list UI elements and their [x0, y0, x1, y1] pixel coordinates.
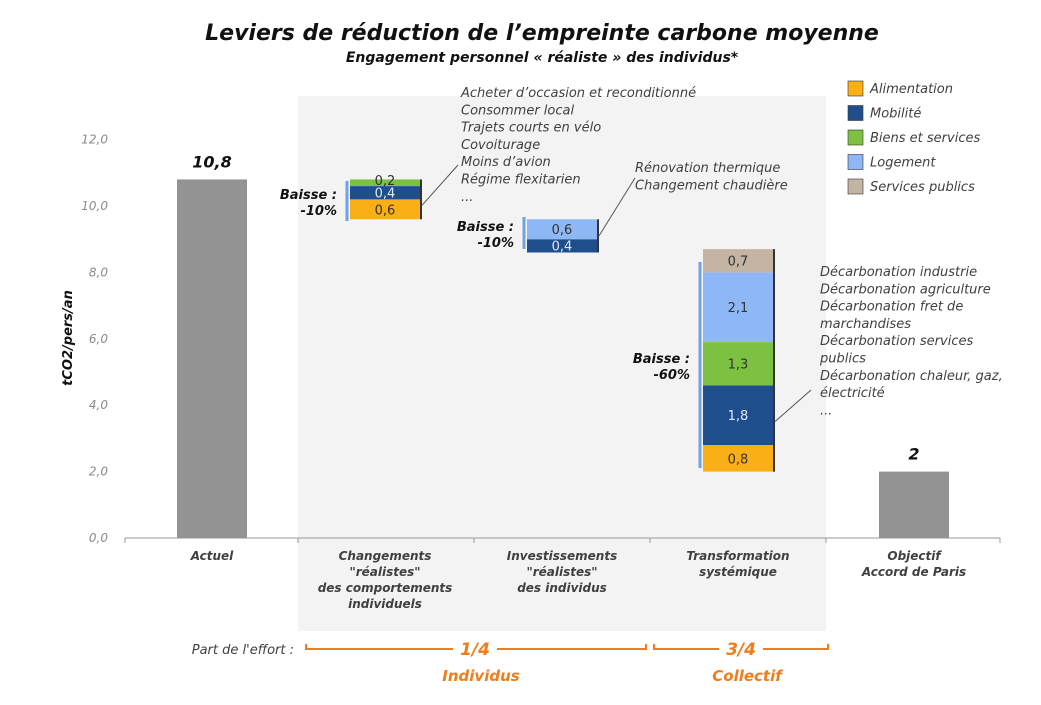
annotation-text: Décarbonation fret de [820, 300, 963, 315]
annotation-text: électricité [820, 386, 885, 401]
legend-swatch [847, 154, 864, 170]
y-tick-label: 10,0 [81, 199, 108, 213]
category-label: Investissements [507, 549, 617, 563]
legend-swatch [847, 105, 864, 121]
category-label: individuels [348, 597, 422, 611]
annotation-leader-line [774, 389, 812, 422]
segment-mobilité [350, 186, 420, 200]
category-label: "réalistes" [349, 565, 420, 579]
segment-mobilité [703, 385, 773, 446]
segment-value-label: 0,6 [552, 223, 573, 238]
baisse-label: Baisse : [457, 220, 514, 235]
segment-mobilité [527, 239, 597, 253]
annotation-text: marchandises [820, 317, 911, 332]
y-tick-label: 6,0 [89, 332, 108, 346]
segment-logement [527, 219, 597, 240]
category-label: Objectif [887, 549, 942, 563]
legend-label: Logement [870, 156, 936, 171]
category-label: des individus [517, 581, 607, 595]
annotation-text: ... [461, 190, 473, 205]
segment-value-label: 0,4 [552, 240, 573, 255]
total-bar [879, 471, 949, 538]
effort-fraction: 3/4 [726, 640, 756, 660]
segment-value-label: 2,1 [728, 301, 749, 316]
segment-value-label: 1,8 [728, 409, 749, 424]
y-tick-label: 12,0 [81, 133, 108, 147]
category-label: Actuel [190, 549, 234, 563]
annotation-text: Décarbonation agriculture [820, 282, 991, 297]
category-label: systémique [699, 565, 777, 579]
y-tick-label: 2,0 [89, 465, 108, 479]
segment-alimentation [703, 445, 773, 472]
segment-value-label: 0,7 [728, 255, 749, 270]
effort-bracket [653, 644, 829, 650]
annotation-text: Consommer local [461, 103, 574, 118]
annotation-text: Acheter d’occasion et reconditionné [460, 86, 696, 101]
legend-swatch [847, 178, 864, 195]
annotation-text: Décarbonation industrie [820, 265, 977, 280]
segment-services-publics [703, 249, 773, 273]
annotation-text: Régime flexitarien [461, 173, 581, 188]
annotation-text: Décarbonation chaleur, gaz, [820, 369, 1003, 384]
baisse-label: -10% [477, 236, 514, 251]
bar-value-label: 2 [908, 445, 919, 464]
segment-value-label: 0,8 [728, 452, 749, 467]
annotation-leader-line [421, 164, 459, 206]
segment-value-label: 0,6 [375, 203, 396, 218]
chart-title: Leviers de réduction de l’empreinte carb… [205, 21, 879, 46]
annotation-text: Moins d’avion [461, 155, 551, 170]
chart-subtitle: Engagement personnel « réaliste » des in… [346, 50, 739, 66]
legend-swatch [847, 80, 864, 97]
effort-bracket [305, 644, 647, 650]
effort-label: Part de l'effort : [192, 643, 294, 658]
segment-value-label: 0,2 [375, 174, 396, 189]
annotation-text: Décarbonation services [820, 334, 973, 349]
annotation-text: Covoiturage [461, 138, 540, 153]
legend-label: Biens et services [870, 131, 980, 146]
segment-logement [703, 272, 773, 343]
annotation-text: Trajets courts en vélo [461, 121, 601, 136]
effort-group-name: Collectif [712, 667, 784, 685]
segment-value-label: 0,4 [375, 187, 396, 202]
category-label: Changements [339, 549, 432, 563]
annotation-leader-line [598, 177, 636, 237]
segment-biens-et-services [350, 179, 420, 187]
y-tick-label: 8,0 [89, 265, 108, 279]
baisse-label: -10% [300, 204, 337, 219]
annotation-text: Changement chaudière [635, 178, 788, 193]
category-label: "réalistes" [526, 565, 597, 579]
category-label: des comportements [318, 581, 453, 595]
y-tick-label: 0,0 [89, 531, 108, 545]
category-label: Accord de Paris [861, 565, 966, 579]
legend-label: Services publics [870, 180, 975, 195]
segment-alimentation [350, 199, 420, 220]
segment-value-label: 1,3 [728, 358, 749, 373]
y-tick-label: 4,0 [89, 398, 108, 412]
annotation-text: Rénovation thermique [635, 161, 780, 176]
effort-fraction: 1/4 [460, 640, 490, 660]
effort-group-name: Individus [442, 667, 519, 685]
baisse-label: Baisse : [633, 352, 690, 367]
annotation-text: publics [819, 352, 866, 367]
bar-value-label: 10,8 [192, 152, 231, 171]
legend-label: Alimentation [869, 82, 953, 97]
annotation-text: ... [820, 403, 832, 418]
baisse-label: -60% [653, 368, 690, 383]
category-label: Transformation [686, 549, 789, 563]
baisse-label: Baisse : [280, 188, 337, 203]
legend-label: Mobilité [870, 107, 921, 122]
total-bar [177, 179, 247, 538]
y-axis-label: tCO2/pers/an [61, 290, 76, 386]
segment-biens-et-services [703, 342, 773, 386]
legend-swatch [847, 129, 864, 146]
